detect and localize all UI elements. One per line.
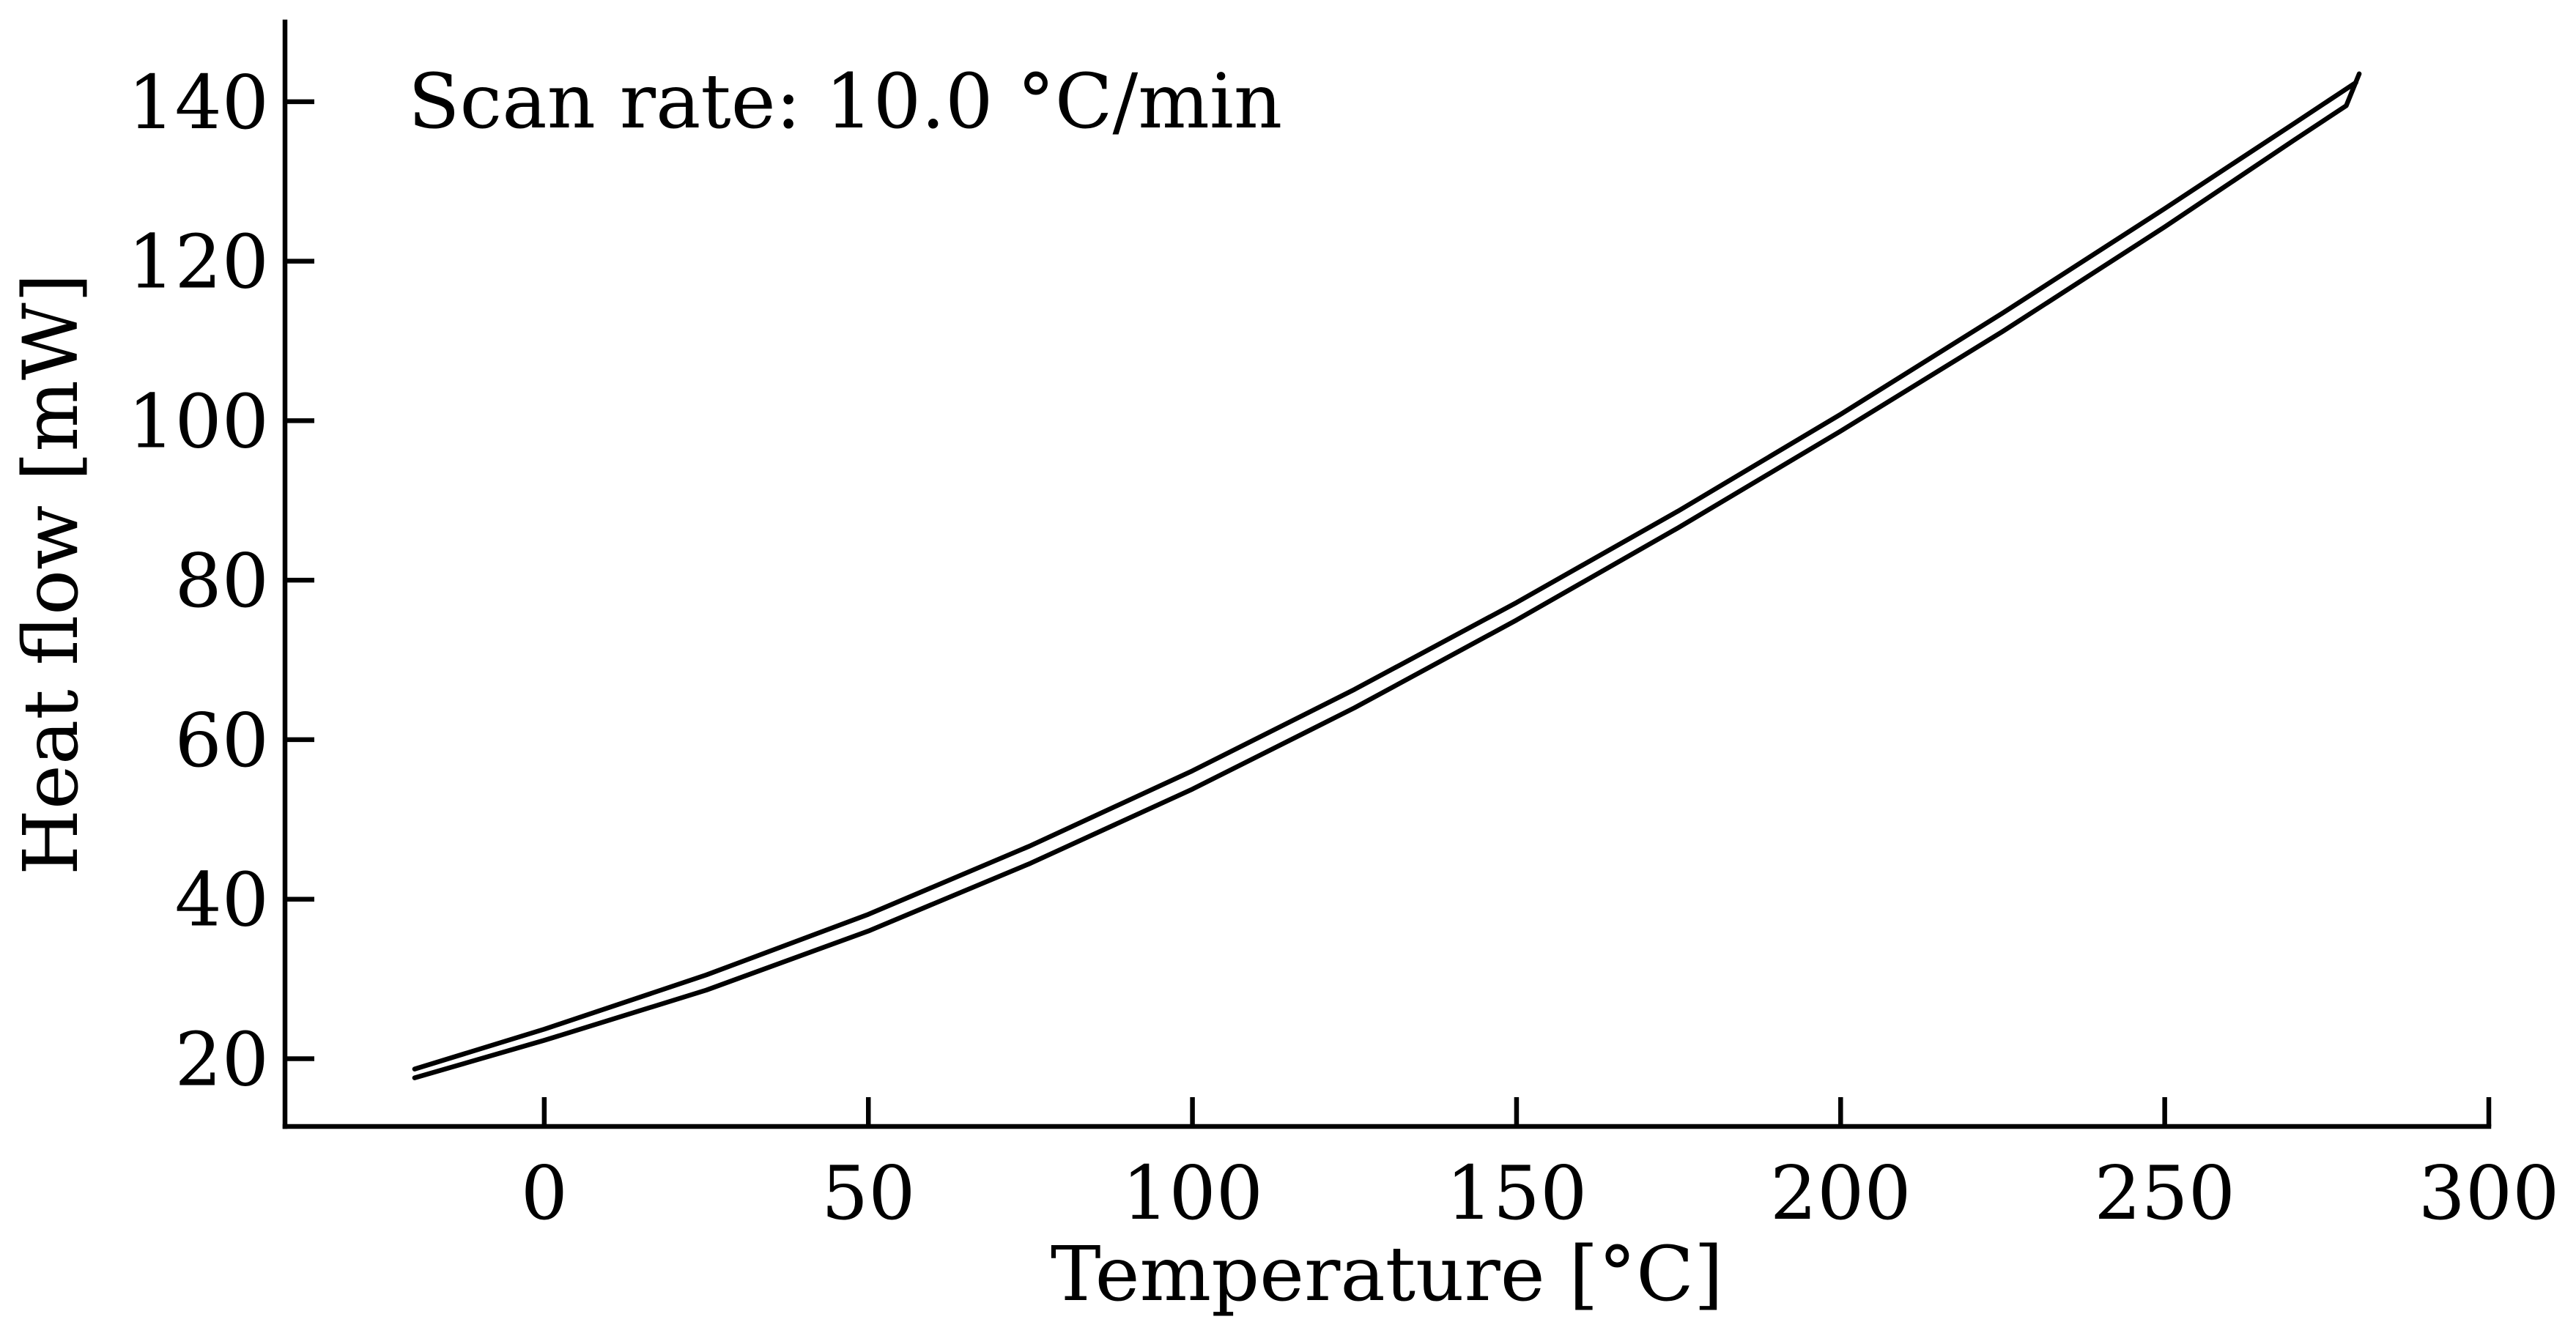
series-line-cooling	[412, 71, 2362, 1080]
y-axis-label: Heat flow [mW]	[7, 273, 95, 875]
x-tick-label: 250	[2094, 1150, 2235, 1236]
x-tick-label: 50	[821, 1150, 916, 1236]
x-tick-label: 150	[1446, 1150, 1588, 1236]
y-tick-label: 100	[127, 378, 269, 464]
axes	[282, 19, 2492, 1129]
y-tick-label: 140	[127, 59, 269, 146]
x-tick-label: 0	[521, 1150, 568, 1236]
series-line-heating	[412, 80, 2358, 1072]
x-ticks: 0 50 100 150 200 250 300	[521, 1097, 2560, 1236]
y-tick-label: 120	[127, 219, 269, 305]
y-tick-label: 60	[174, 697, 269, 784]
y-tick-label: 80	[174, 538, 269, 624]
y-ticks: 20 40 60 80 100 120 140	[127, 59, 314, 1102]
scan-rate-annotation: Scan rate: 10.0 °C/min	[408, 58, 1282, 146]
x-tick-label: 100	[1122, 1150, 1263, 1236]
x-axis-label: Temperature [°C]	[1051, 1230, 1723, 1318]
x-tick-label: 300	[2418, 1150, 2560, 1236]
y-tick-label: 20	[174, 1016, 269, 1102]
x-tick-label: 200	[1770, 1150, 1911, 1236]
series-layer	[412, 71, 2362, 1080]
y-tick-label: 40	[174, 857, 269, 943]
